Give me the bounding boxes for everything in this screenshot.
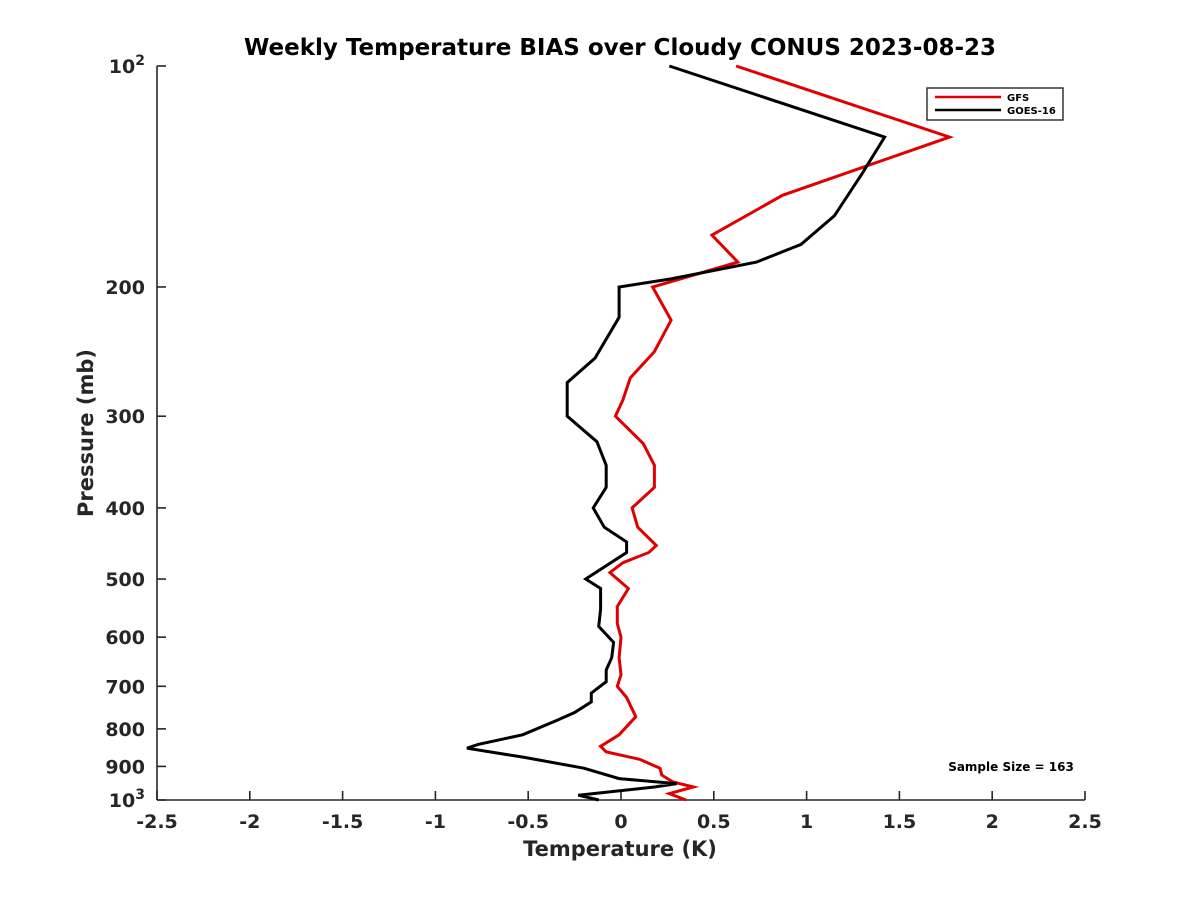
x-tick-label: -2.5 <box>136 811 178 833</box>
y-tick-label: 900 <box>105 756 145 778</box>
y-tick-label: 600 <box>105 627 145 649</box>
legend: GFS GOES-16 <box>926 87 1064 121</box>
x-tick-label: 1.5 <box>883 811 917 833</box>
x-tick-label: 1 <box>800 811 813 833</box>
sample-size-annotation: Sample Size = 163 <box>948 760 1074 774</box>
x-tick-label: 2 <box>986 811 999 833</box>
legend-label-goes-16: GOES-16 <box>1007 106 1056 117</box>
y-tick-label: 300 <box>105 406 145 428</box>
x-tick-label: -0.5 <box>507 811 549 833</box>
x-tick-label: 2.5 <box>1068 811 1102 833</box>
y-tick-label: 400 <box>105 498 145 520</box>
series-line-gfs <box>598 64 955 802</box>
x-tick-label: -1.5 <box>322 811 364 833</box>
y-tick-label: 500 <box>105 569 145 591</box>
series-layer <box>466 64 955 802</box>
y-axis-title: Pressure (mb) <box>74 349 98 517</box>
legend-label-gfs: GFS <box>1007 93 1029 104</box>
legend-box <box>926 87 1064 121</box>
y-tick-label: 102 <box>109 53 145 78</box>
series-line-goes-16 <box>466 64 887 802</box>
chart-title: Weekly Temperature BIAS over Cloudy CONU… <box>244 35 996 61</box>
y-tick-label: 103 <box>109 787 145 812</box>
x-tick-label: -1 <box>425 811 446 833</box>
x-axis-title: Temperature (K) <box>523 837 717 861</box>
y-tick-label: 200 <box>105 277 145 299</box>
y-tick-label: 700 <box>105 676 145 698</box>
x-tick-label: -2 <box>239 811 260 833</box>
axes: -2.5 -2 -1.5 -1 -0.5 0 0.5 1 1.5 2 2.5 102 200 300 400… <box>105 53 1102 833</box>
y-tick-label: 800 <box>105 719 145 741</box>
x-tick-label: 0 <box>614 811 627 833</box>
x-tick-label: 0.5 <box>697 811 731 833</box>
